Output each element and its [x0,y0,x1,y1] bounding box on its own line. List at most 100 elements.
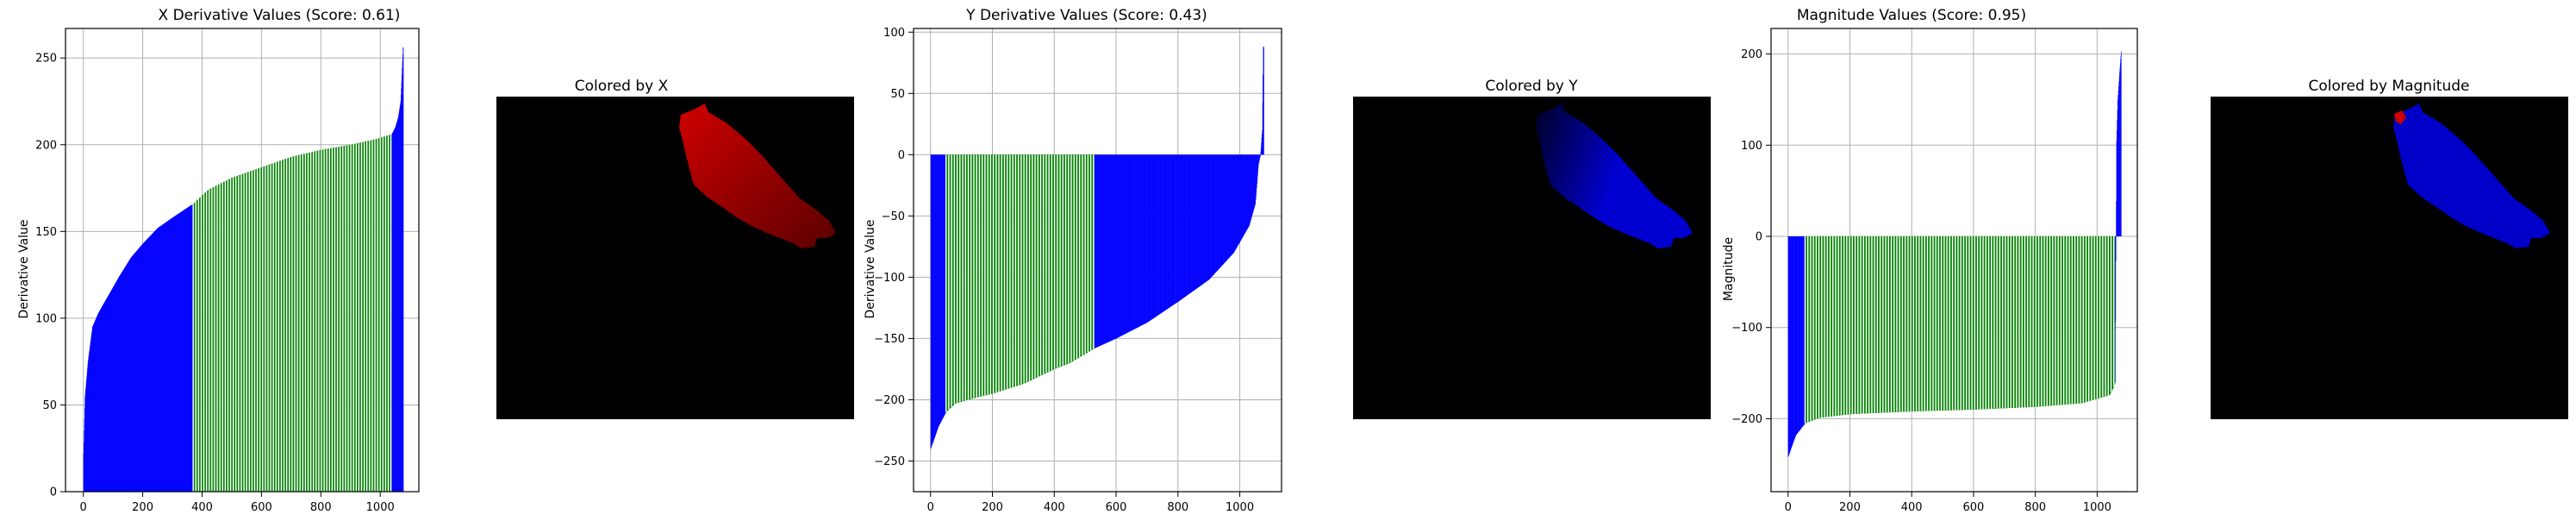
bar [2120,59,2121,237]
bar [1041,154,1043,375]
bar [1174,154,1176,304]
bar [952,154,954,406]
bar [106,298,108,492]
bar [933,154,935,440]
bar [1848,236,1849,415]
bar [2068,236,2069,405]
bar [1909,236,1911,412]
bar [1232,154,1233,254]
bar [359,142,361,492]
bar [136,251,137,492]
bar [164,223,165,492]
bar [1194,154,1195,290]
bar [117,279,118,492]
bar [1248,154,1250,227]
bar [1158,154,1159,316]
bar [188,207,189,493]
bar [1825,236,1826,417]
bar [1216,154,1218,272]
bar [1799,236,1800,430]
bar [87,365,89,492]
bar [242,173,244,492]
bar [173,217,175,492]
bar [2009,236,2010,409]
bar [2005,236,2007,409]
bar [1198,154,1200,287]
bar [1166,154,1168,310]
bar [118,277,120,492]
bar [355,143,356,492]
bar [216,185,217,492]
bar [169,219,170,492]
bar [1236,154,1237,248]
bar [1047,154,1048,373]
bar [1105,154,1107,343]
chart-title: X Derivative Values (Score: 0.61) [159,7,401,24]
bar [375,139,377,492]
bar [1154,154,1155,318]
bar [1220,154,1221,267]
bar [197,199,198,492]
bar [199,198,201,492]
bar [1943,236,1944,411]
bar [937,154,938,430]
bar [1163,154,1165,311]
bar [1247,154,1248,229]
bar [1887,236,1888,413]
bar [1215,154,1217,273]
bar [106,298,108,492]
bar [2075,236,2077,404]
bar [349,145,350,492]
bar [365,141,367,492]
bar [290,157,291,492]
bar [1183,154,1185,298]
bar [132,255,133,492]
bar [996,154,998,392]
bar [1153,154,1155,318]
bar [367,141,369,493]
bar [261,166,262,493]
bar [1002,154,1003,391]
bar [1154,154,1156,317]
bar [1145,154,1146,324]
bar [255,169,257,492]
bar [2056,236,2057,405]
bar [327,148,329,493]
bar [139,248,140,492]
x-tick-label: 1000 [366,501,395,514]
bar [231,178,232,493]
bar [972,154,973,399]
bar [2021,236,2022,408]
bar [1191,154,1192,292]
bar [1167,154,1169,310]
bar [126,264,128,492]
bar [306,153,308,492]
bar [1875,236,1877,413]
bar [156,229,158,492]
bar [338,147,340,492]
bar [1247,154,1249,229]
bar [1122,154,1123,336]
bar [202,195,203,492]
bar [955,154,957,404]
bar [957,154,958,403]
y-tick-label: −50 [882,210,905,223]
bar [392,132,393,492]
bar [1979,236,1980,410]
bar [116,279,118,492]
bar [1981,236,1983,410]
bar [1222,154,1223,266]
bar [2099,236,2100,399]
bar [109,292,111,492]
bar [1022,154,1023,385]
bar [174,216,176,493]
bar [1889,236,1890,413]
bar [352,144,353,492]
bar [317,150,319,493]
bar [2025,236,2027,408]
bar [104,300,106,492]
bar [155,230,156,492]
bar [957,154,959,403]
bar [978,154,979,398]
bar [381,137,383,493]
